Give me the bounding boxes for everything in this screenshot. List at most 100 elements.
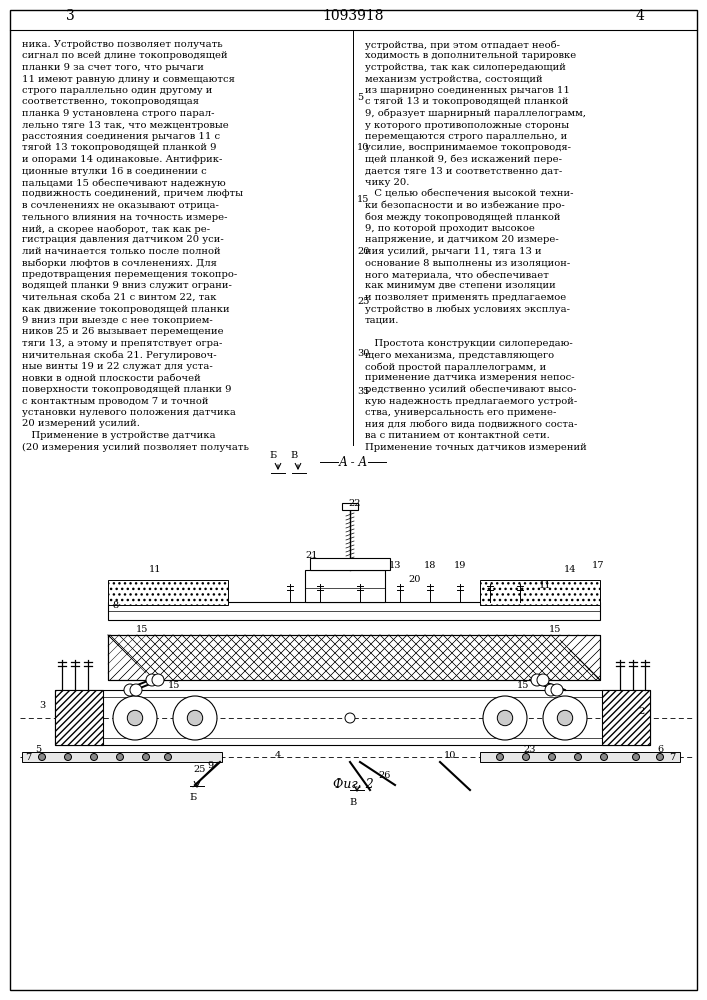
Text: у которого противоположные стороны: у которого противоположные стороны	[365, 120, 569, 129]
Text: 15: 15	[549, 626, 561, 635]
Text: с тягой 13 и токопроводящей планкой: с тягой 13 и токопроводящей планкой	[365, 98, 568, 106]
Circle shape	[113, 696, 157, 740]
Text: новки в одной плоскости рабочей: новки в одной плоскости рабочей	[22, 373, 201, 383]
Text: ния для любого вида подвижного соста-: ния для любого вида подвижного соста-	[365, 420, 578, 428]
Text: 20: 20	[409, 576, 421, 584]
Text: 10: 10	[357, 143, 369, 152]
Text: 9, по которой проходит высокое: 9, по которой проходит высокое	[365, 224, 535, 233]
Text: 2: 2	[639, 708, 645, 716]
Circle shape	[152, 674, 164, 686]
Text: водящей планки 9 вниз служит ограни-: водящей планки 9 вниз служит ограни-	[22, 282, 232, 290]
Circle shape	[551, 684, 563, 696]
Circle shape	[143, 754, 149, 760]
Bar	[310, 558, 390, 570]
Bar	[480, 752, 680, 762]
Circle shape	[531, 674, 543, 686]
Text: выборки люфтов в сочленениях. Для: выборки люфтов в сочленениях. Для	[22, 258, 217, 268]
Text: 7: 7	[669, 754, 675, 762]
Circle shape	[117, 754, 124, 760]
Text: редственно усилий обеспечивают высо-: редственно усилий обеспечивают высо-	[365, 385, 576, 394]
Text: установки нулевого положения датчика: установки нулевого положения датчика	[22, 408, 236, 417]
Text: устройства, при этом отпадает необ-: устройства, при этом отпадает необ-	[365, 40, 560, 49]
Bar	[55, 690, 103, 745]
Text: с контактным проводом 7 и точной: с контактным проводом 7 и точной	[22, 396, 209, 406]
Bar	[22, 752, 222, 762]
Circle shape	[557, 710, 573, 726]
Text: 20 измерений усилий.: 20 измерений усилий.	[22, 420, 140, 428]
Text: устройство в любых условиях эксплуа-: устройство в любых условиях эксплуа-	[365, 304, 570, 314]
Text: 18: 18	[423, 560, 436, 570]
Circle shape	[549, 754, 556, 760]
Circle shape	[600, 754, 607, 760]
Text: 7: 7	[25, 754, 31, 762]
Text: гистрация давления датчиком 20 уси-: гистрация давления датчиком 20 уси-	[22, 235, 223, 244]
Text: 17: 17	[592, 560, 604, 570]
Text: 5: 5	[35, 746, 41, 754]
Text: собой простой параллелограмм, и: собой простой параллелограмм, и	[365, 362, 547, 371]
Text: Фиг. 2: Фиг. 2	[332, 778, 373, 792]
Bar	[305, 570, 385, 602]
Text: Применение в устройстве датчика: Применение в устройстве датчика	[22, 431, 216, 440]
Circle shape	[38, 754, 45, 760]
Text: Б: Б	[189, 793, 197, 802]
Text: 15: 15	[168, 680, 180, 690]
Circle shape	[127, 710, 143, 726]
Text: строго параллельно один другому и: строго параллельно один другому и	[22, 86, 212, 95]
Text: ния усилий, рычаги 11, тяга 13 и: ния усилий, рычаги 11, тяга 13 и	[365, 247, 542, 256]
Text: сигнал по всей длине токопроводящей: сигнал по всей длине токопроводящей	[22, 51, 228, 60]
Text: 8: 8	[112, 600, 118, 609]
Circle shape	[522, 754, 530, 760]
Text: (20 измерения усилий позволяет получать: (20 измерения усилий позволяет получать	[22, 442, 249, 452]
Text: Простота конструкции силопередаю-: Простота конструкции силопередаю-	[365, 339, 573, 348]
Text: 1093918: 1093918	[322, 9, 384, 23]
Text: 30: 30	[357, 349, 369, 358]
Text: 15: 15	[517, 680, 529, 690]
Text: как движение токопроводящей планки: как движение токопроводящей планки	[22, 304, 230, 314]
Text: 25: 25	[194, 766, 206, 774]
Text: поверхности токопроводящей планки 9: поверхности токопроводящей планки 9	[22, 385, 231, 394]
Text: ного материала, что обеспечивает: ного материала, что обеспечивает	[365, 270, 549, 279]
Text: А - А: А - А	[339, 456, 368, 468]
Text: В: В	[349, 798, 356, 807]
Text: тяги 13, а этому и препятствует огра-: тяги 13, а этому и препятствует огра-	[22, 339, 223, 348]
Text: 15: 15	[136, 626, 148, 635]
Circle shape	[497, 710, 513, 726]
Text: дается тяге 13 и соответственно дат-: дается тяге 13 и соответственно дат-	[365, 166, 562, 176]
Bar	[108, 602, 600, 620]
Text: тельного влияния на точность измере-: тельного влияния на точность измере-	[22, 213, 228, 222]
Text: 21: 21	[305, 550, 318, 560]
Text: ные винты 19 и 22 служат для уста-: ные винты 19 и 22 служат для уста-	[22, 362, 213, 371]
Text: 9: 9	[207, 760, 213, 770]
Text: тягой 13 токопроводящей планкой 9: тягой 13 токопроводящей планкой 9	[22, 143, 216, 152]
Text: механизм устройства, состоящий: механизм устройства, состоящий	[365, 75, 543, 84]
Circle shape	[575, 754, 581, 760]
Text: перемещаются строго параллельно, и: перемещаются строго параллельно, и	[365, 132, 567, 141]
Text: как минимум две степени изоляции: как минимум две степени изоляции	[365, 282, 556, 290]
Text: ходимость в дополнительной тарировке: ходимость в дополнительной тарировке	[365, 51, 576, 60]
Text: 15: 15	[357, 196, 369, 205]
Text: лельно тяге 13 так, что межцентровые: лельно тяге 13 так, что межцентровые	[22, 120, 229, 129]
Text: подвижность соединений, причем люфты: подвижность соединений, причем люфты	[22, 190, 243, 198]
Text: 22: 22	[349, 498, 361, 508]
Circle shape	[483, 696, 527, 740]
Text: В: В	[291, 451, 298, 460]
Circle shape	[657, 754, 663, 760]
Text: 5: 5	[357, 93, 363, 102]
Circle shape	[633, 754, 640, 760]
Bar	[342, 503, 358, 510]
Text: расстояния соединения рычагов 11 с: расстояния соединения рычагов 11 с	[22, 132, 220, 141]
Text: 26: 26	[379, 770, 391, 780]
Circle shape	[543, 696, 587, 740]
Text: планка 9 установлена строго парал-: планка 9 установлена строго парал-	[22, 109, 214, 118]
Text: кую надежность предлагаемого устрой-: кую надежность предлагаемого устрой-	[365, 396, 577, 406]
Text: 10: 10	[444, 750, 456, 760]
Text: 19: 19	[454, 560, 466, 570]
Circle shape	[130, 684, 142, 696]
Text: основание 8 выполнены из изоляцион-: основание 8 выполнены из изоляцион-	[365, 258, 571, 267]
Bar	[602, 690, 650, 745]
Text: 14: 14	[563, 566, 576, 574]
Text: из шарнирно соединенных рычагов 11: из шарнирно соединенных рычагов 11	[365, 86, 570, 95]
Text: 13: 13	[389, 560, 402, 570]
Text: тации.: тации.	[365, 316, 399, 325]
Text: 9 вниз при выезде с нее токоприем-: 9 вниз при выезде с нее токоприем-	[22, 316, 213, 325]
